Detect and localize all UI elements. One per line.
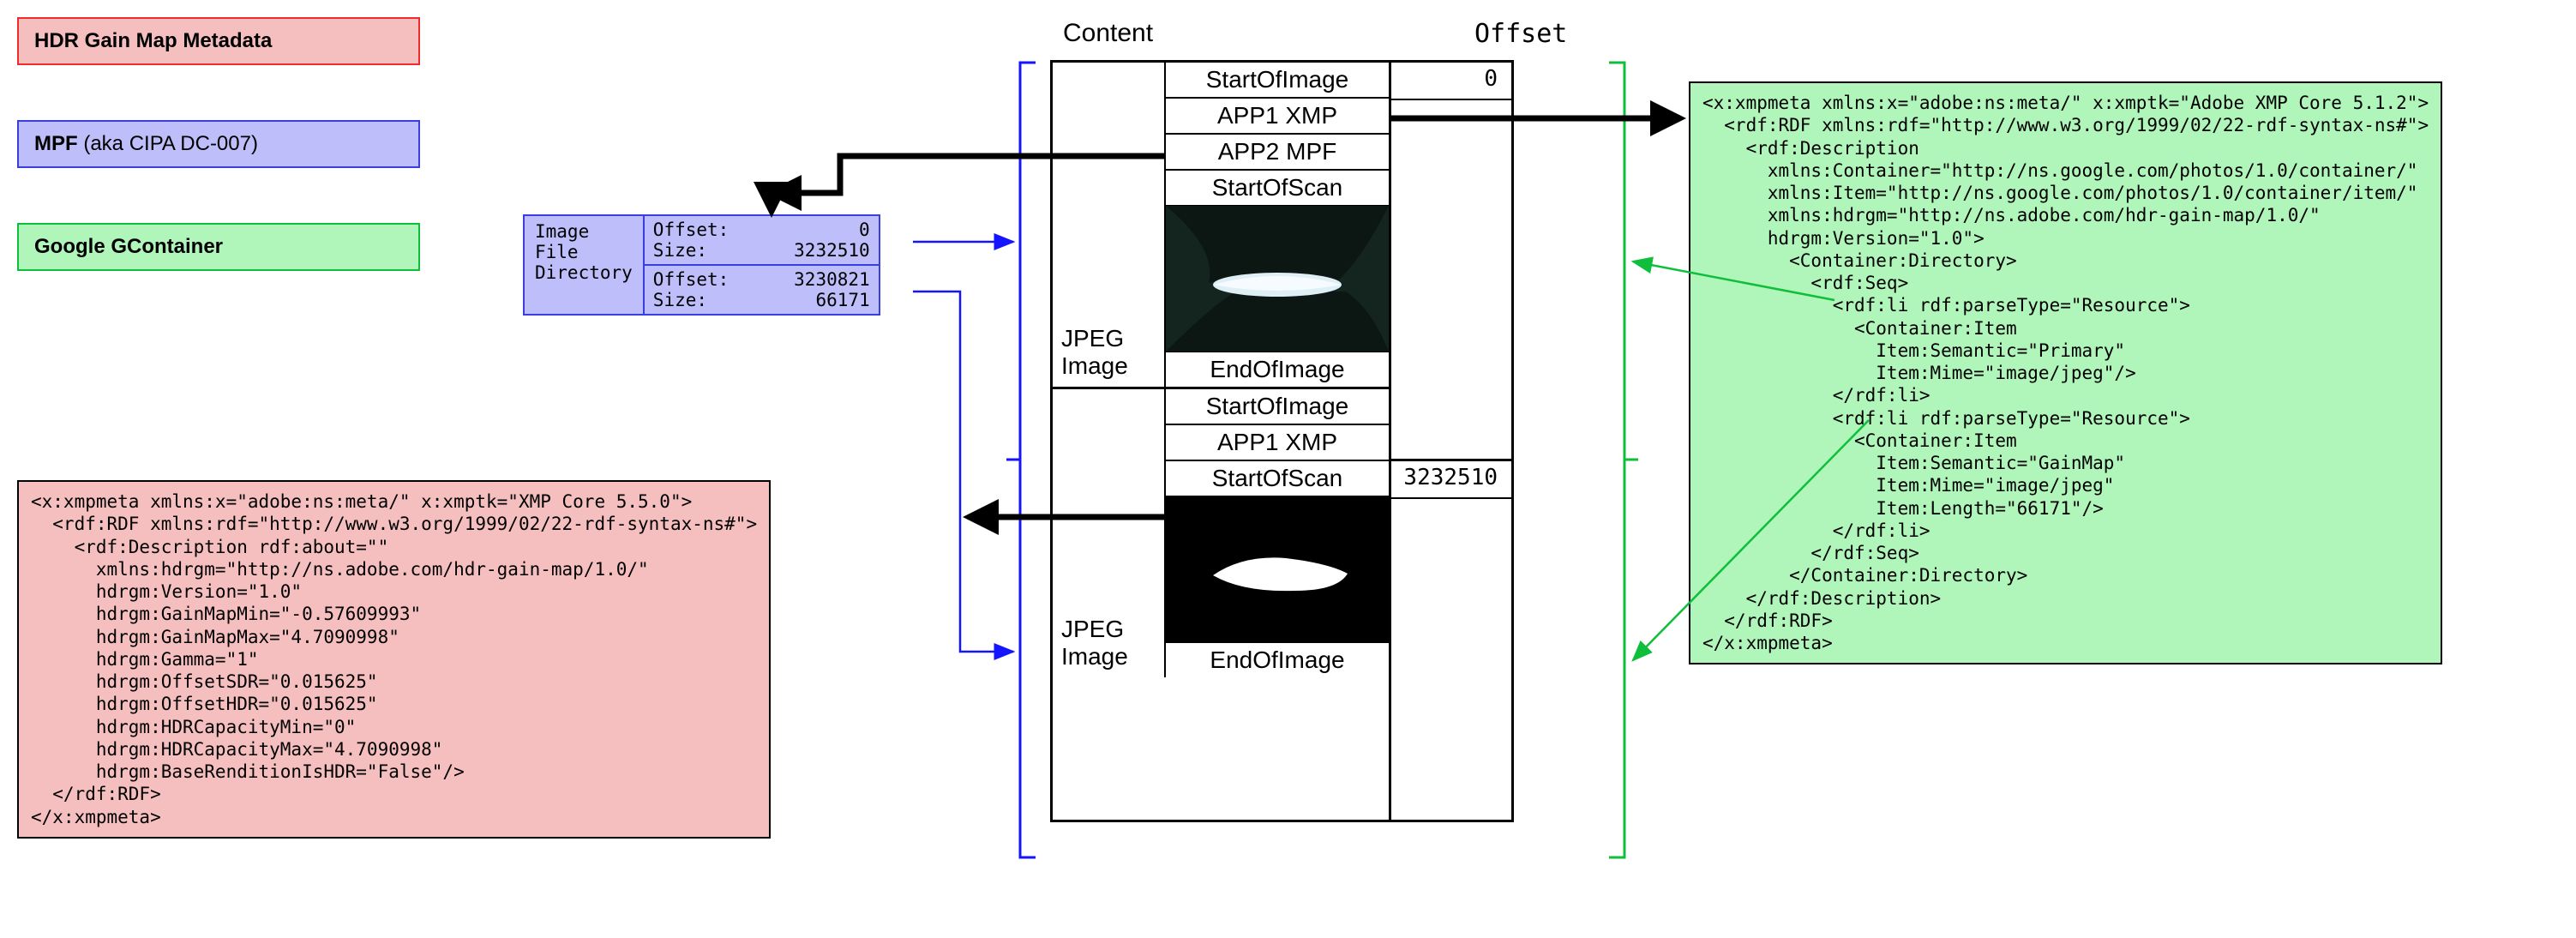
legend-hdr: HDR Gain Map Metadata bbox=[17, 17, 420, 65]
row-app2-mpf: APP2 MPF bbox=[1164, 135, 1389, 171]
ifd-entry-0: Offset: 0 Size: 3232510 bbox=[645, 216, 879, 266]
offset-spacer-1 bbox=[1391, 100, 1511, 459]
row-start-of-scan-2: StartOfScan bbox=[1164, 461, 1389, 497]
content-column: JPEG Image StartOfImage APP1 XMP APP2 MP… bbox=[1050, 60, 1391, 822]
offset-header: Offset bbox=[1474, 19, 1567, 49]
row-start-of-image-2: StartOfImage bbox=[1164, 389, 1389, 425]
jpeg-block-primary: JPEG Image StartOfImage APP1 XMP APP2 MP… bbox=[1053, 63, 1389, 389]
ifd-entries: Offset: 0 Size: 3232510 Offset: 3230821 … bbox=[645, 216, 879, 314]
content-header: Content bbox=[1063, 19, 1153, 48]
legend-hdr-label: HDR Gain Map Metadata bbox=[34, 29, 272, 52]
jpeg-label-2: JPEG Image bbox=[1053, 389, 1164, 677]
legend-mpf: MPF (aka CIPA DC-007) bbox=[17, 120, 420, 168]
xmp-gcontainer-metadata: <x:xmpmeta xmlns:x="adobe:ns:meta/" x:xm… bbox=[1689, 81, 2442, 664]
ifd-label: Image File Directory bbox=[525, 216, 645, 314]
thumb-gainmap bbox=[1164, 497, 1389, 643]
offset-spacer-2 bbox=[1391, 499, 1511, 820]
row-app1-xmp-1: APP1 XMP bbox=[1164, 99, 1389, 135]
row-app1-xmp-2: APP1 XMP bbox=[1164, 425, 1389, 461]
ifd-entry-1: Offset: 3230821 Size: 66171 bbox=[645, 266, 879, 314]
row-start-of-scan-1: StartOfScan bbox=[1164, 171, 1389, 207]
legend-mpf-sub: (aka CIPA DC-007) bbox=[78, 132, 258, 155]
image-file-directory: Image File Directory Offset: 0 Size: 323… bbox=[523, 214, 880, 316]
legend-gcontainer: Google GContainer bbox=[17, 223, 420, 271]
file-structure-table: JPEG Image StartOfImage APP1 XMP APP2 MP… bbox=[1050, 60, 1514, 822]
jpeg-block-gainmap: JPEG Image StartOfImage APP1 XMP StartOf… bbox=[1053, 389, 1389, 677]
thumb-primary bbox=[1164, 207, 1389, 352]
legend-gcontainer-label: Google GContainer bbox=[34, 235, 223, 258]
offset-0: 0 bbox=[1391, 63, 1511, 100]
legend-mpf-label: MPF bbox=[34, 132, 78, 155]
offset-3232510: 3232510 bbox=[1391, 461, 1511, 499]
row-end-of-image-2: EndOfImage bbox=[1164, 643, 1389, 677]
row-end-of-image-1: EndOfImage bbox=[1164, 352, 1389, 387]
xmp-hdr-metadata: <x:xmpmeta xmlns:x="adobe:ns:meta/" x:xm… bbox=[17, 480, 771, 839]
row-start-of-image-1: StartOfImage bbox=[1164, 63, 1389, 99]
jpeg-label-1: JPEG Image bbox=[1053, 63, 1164, 387]
offset-column: 0 3232510 bbox=[1391, 60, 1514, 822]
